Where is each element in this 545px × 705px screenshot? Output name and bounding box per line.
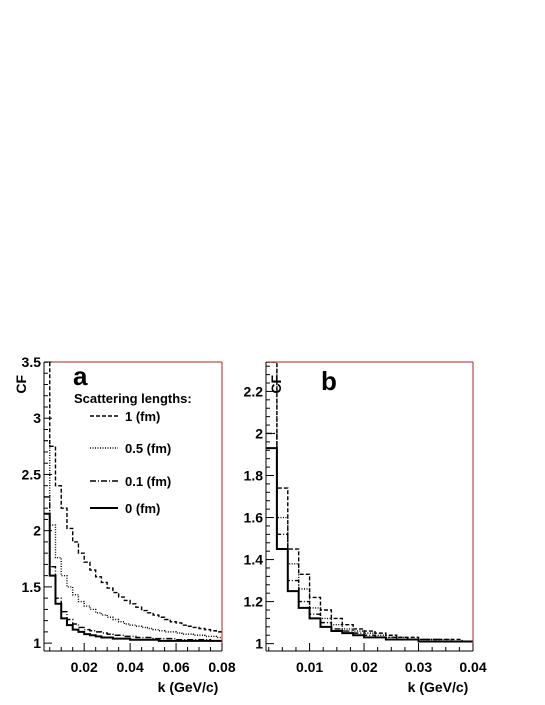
series-0-1-fm [266, 432, 473, 643]
legend-entry-label: 0 (fm) [125, 501, 160, 516]
legend: Scattering lengths: 1 (fm) 0.5 (fm) 0.1 (fm… [74, 391, 192, 516]
y-tick-label: 1 [255, 636, 263, 652]
y-tick-label: 2.5 [22, 466, 42, 482]
y-tick-label: 1 [33, 635, 41, 651]
series-0-5-fm [44, 440, 222, 639]
y-tick-label: 1.6 [244, 510, 264, 526]
y-tick-label: 1.4 [244, 552, 264, 568]
y-tick-label: 1.8 [244, 467, 264, 483]
legend-entry-label: 1 (fm) [125, 409, 160, 424]
x-tick-label: 0.08 [208, 659, 235, 675]
y-tick-label: 2 [33, 523, 41, 539]
series-0-1-fm [44, 496, 222, 642]
series-group [266, 362, 473, 643]
series-group [44, 362, 222, 642]
series-1-fm [44, 362, 222, 633]
x-tick-label: 0.03 [405, 659, 432, 675]
series-1-fm [266, 362, 473, 643]
panel-label: b [321, 366, 337, 396]
series-0-5-fm [266, 362, 473, 643]
x-tick-label: 0.06 [162, 659, 189, 675]
y-tick-label: 3 [33, 410, 41, 426]
y-tick-label: 1.2 [244, 594, 264, 610]
y-tick-label: 1.5 [22, 579, 42, 595]
series-0-fm [266, 447, 473, 643]
series-0-fm [44, 512, 222, 642]
x-tick-label: 0.04 [459, 659, 486, 675]
y-axis-title: CF [13, 375, 29, 394]
legend-title: Scattering lengths: [74, 391, 192, 406]
panel-a: 0.02 0.04 0.06 0.08 1 1.5 2 2.5 3 3.5 k (GeV/c) CF a… [13, 354, 236, 695]
x-tick-label: 0.02 [71, 659, 98, 675]
y-tick-label: 2 [255, 425, 263, 441]
legend-entry-label: 0.1 (fm) [125, 474, 171, 489]
y-axis-title: CF [268, 375, 284, 394]
x-tick-label: 0.04 [117, 659, 144, 675]
x-axis-title: k (GeV/c) [158, 679, 219, 695]
panel-b: 0.01 0.02 0.03 0.04 1 1.2 1.4 1.6 1.8 2 2.2 k (GeV/… [244, 361, 487, 695]
x-tick-label: 0.01 [296, 659, 323, 675]
y-tick-label: 3.5 [22, 354, 42, 370]
legend-entry-label: 0.5 (fm) [125, 441, 171, 456]
x-tick-label: 0.02 [350, 659, 377, 675]
y-tick-label: 2.2 [244, 383, 264, 399]
panel-label: a [73, 361, 88, 391]
x-axis-title: k (GeV/c) [408, 679, 469, 695]
